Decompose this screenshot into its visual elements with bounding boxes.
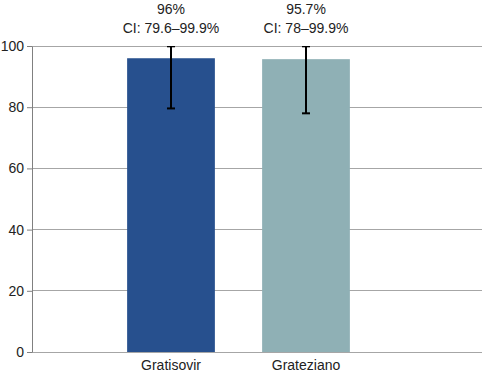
x-tick-label: Gratisovir <box>141 357 201 373</box>
x-tick-label: Grateziano <box>272 357 341 373</box>
y-tick-mark <box>27 46 32 47</box>
x-axis: Gratisovir Grateziano <box>141 352 340 373</box>
y-tick-label: 20 <box>8 283 24 299</box>
grid <box>32 46 482 352</box>
data-label: 95.7% <box>286 1 326 17</box>
y-tick: 40 <box>8 222 32 238</box>
y-tick-mark <box>27 230 32 231</box>
y-tick-mark <box>27 352 32 353</box>
grid-line <box>32 168 482 169</box>
y-tick: 0 <box>16 344 32 360</box>
y-tick: 20 <box>8 283 32 299</box>
ci-label: CI: 79.6–99.9% <box>123 20 220 36</box>
error-cap <box>302 112 310 114</box>
chart: 0 20 40 60 80 100 Gratisovir Grateziano 96% 95.7%… <box>0 0 500 374</box>
error-cap <box>167 46 175 47</box>
bars <box>127 46 350 352</box>
y-tick-label: 80 <box>8 99 24 115</box>
y-tick-mark <box>27 168 32 169</box>
y-tick-mark <box>27 107 32 108</box>
y-tick-label: 100 <box>1 38 25 54</box>
y-tick-label: 40 <box>8 222 24 238</box>
error-line <box>170 46 172 108</box>
grid-line <box>32 290 482 291</box>
grid-line <box>32 352 482 353</box>
y-axis: 0 20 40 60 80 100 <box>1 38 33 360</box>
data-label: 96% <box>157 1 185 17</box>
y-tick: 60 <box>8 160 32 176</box>
error-bar <box>167 46 175 108</box>
y-tick: 80 <box>8 99 32 115</box>
error-cap <box>302 46 310 47</box>
x-tick: Grateziano <box>272 352 341 373</box>
ci-label: CI: 78–99.9% <box>264 20 349 36</box>
y-axis-line <box>32 47 33 353</box>
error-line <box>305 46 307 113</box>
grid-line <box>32 229 482 230</box>
y-tick-label: 60 <box>8 160 24 176</box>
error-cap <box>167 107 175 109</box>
error-bar <box>302 46 310 113</box>
data-labels: 96% 95.7% CI: 79.6–99.9% CI: 78–99.9% <box>123 1 349 36</box>
y-tick-mark <box>27 291 32 292</box>
y-tick-label: 0 <box>16 344 24 360</box>
grid-line <box>32 107 482 108</box>
grid-line <box>32 46 482 47</box>
x-tick: Gratisovir <box>141 352 201 373</box>
y-tick: 100 <box>1 38 32 54</box>
